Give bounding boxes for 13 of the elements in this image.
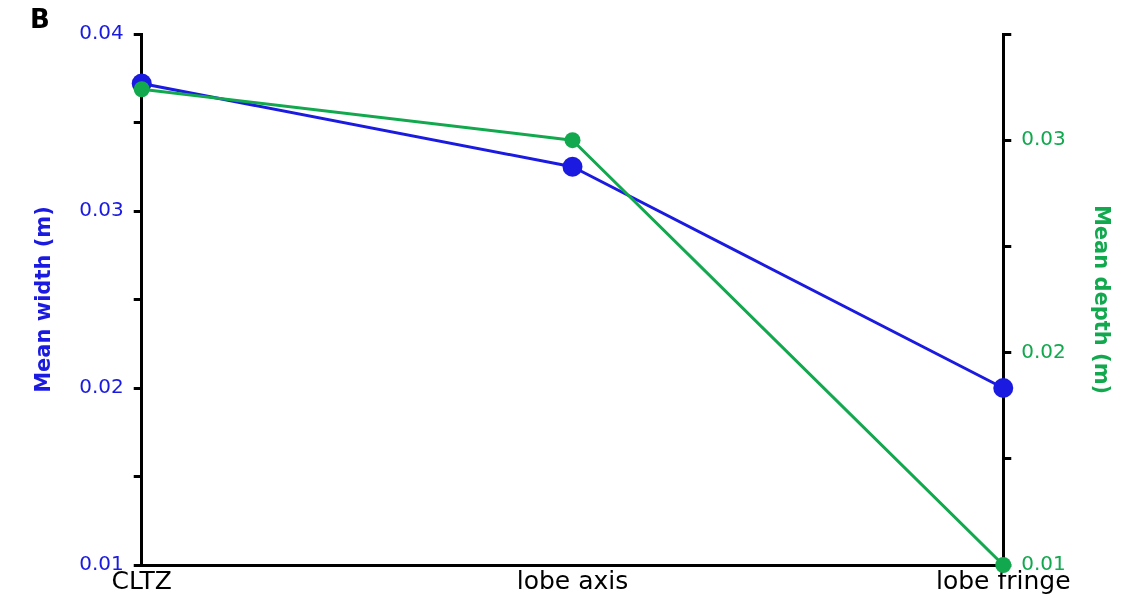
y2-tick-label: 0.03 [1021,126,1066,151]
point [562,156,583,177]
y-tick-label: 0.03 [79,197,124,222]
point [133,81,150,98]
chart-title: B [30,3,50,34]
y-tick-label: 0.02 [79,374,124,399]
y2-axis-title: Mean depth (m) [1089,204,1114,395]
y-tick-label: 0.04 [79,20,124,45]
point [993,378,1014,398]
y-axis-title: Mean width (m) [31,206,56,393]
y2-tick-label: 0.02 [1021,338,1066,363]
point [564,132,581,149]
x-tick-label: lobe axis [516,565,629,595]
